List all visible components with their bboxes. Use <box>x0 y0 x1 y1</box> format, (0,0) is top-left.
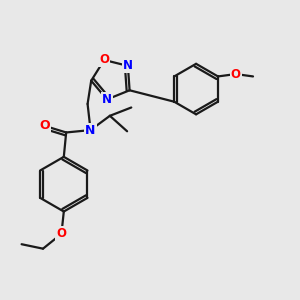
Text: O: O <box>231 68 241 81</box>
Text: N: N <box>85 124 96 136</box>
Text: N: N <box>123 59 133 72</box>
Text: O: O <box>56 227 66 240</box>
Text: O: O <box>99 53 109 67</box>
Text: N: N <box>102 93 112 106</box>
Text: O: O <box>40 119 50 132</box>
